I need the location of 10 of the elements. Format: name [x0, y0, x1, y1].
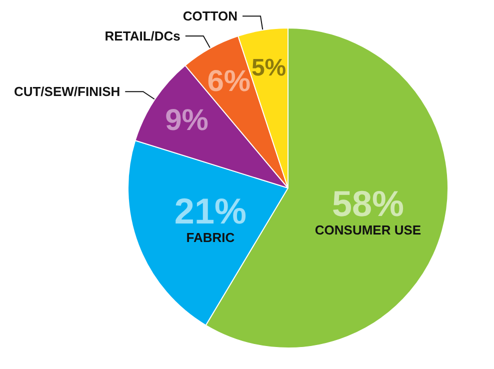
data-label: 9% [165, 104, 208, 138]
data-label: 5% [251, 54, 286, 82]
data-label: 6% [207, 65, 251, 98]
slice-label: CUT/SEW/FINISH [14, 84, 120, 100]
slice-label: CONSUMER USE [314, 222, 422, 238]
slice-label: RETAIL/DCs [104, 28, 180, 44]
data-label: 58% [332, 183, 404, 224]
slice-label: FABRIC [186, 230, 236, 246]
slice-label: COTTON [182, 8, 238, 24]
data-label: 21% [174, 190, 246, 232]
